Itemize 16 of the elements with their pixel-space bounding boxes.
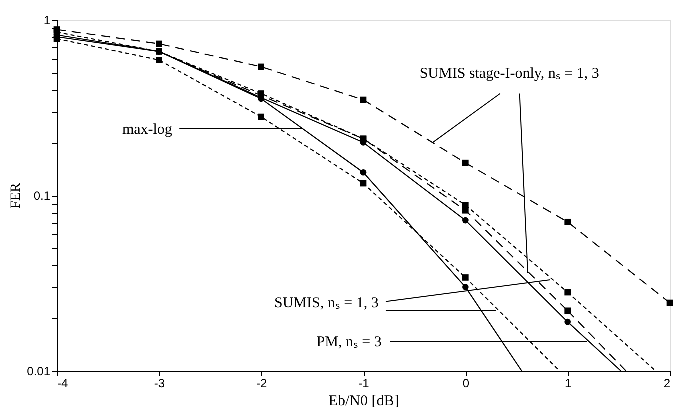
annotation: SUMIS, nₛ = 1, 3 bbox=[274, 296, 379, 312]
x-axis-title: Eb/N0 [dB] bbox=[328, 394, 400, 410]
annotation: SUMIS stage-I-only, nₛ = 1, 3 bbox=[420, 66, 600, 82]
annotation: PM, nₛ = 3 bbox=[316, 334, 382, 351]
annotation: max-log bbox=[122, 122, 173, 138]
x-tick-label: 1 bbox=[564, 376, 572, 390]
x-tick-label: -3 bbox=[154, 376, 166, 390]
x-tick-label: -1 bbox=[358, 376, 370, 390]
y-tick-label: 0.01 bbox=[27, 364, 51, 378]
x-tick-label: 0 bbox=[462, 376, 470, 390]
y-axis-title: FER bbox=[9, 182, 24, 209]
x-tick-label: -4 bbox=[58, 376, 68, 390]
y-tick-label: 0.1 bbox=[34, 189, 51, 203]
x-tick-label: 2 bbox=[664, 376, 671, 390]
y-tick-label: 1 bbox=[44, 14, 51, 28]
x-tick-label: -2 bbox=[256, 376, 268, 390]
